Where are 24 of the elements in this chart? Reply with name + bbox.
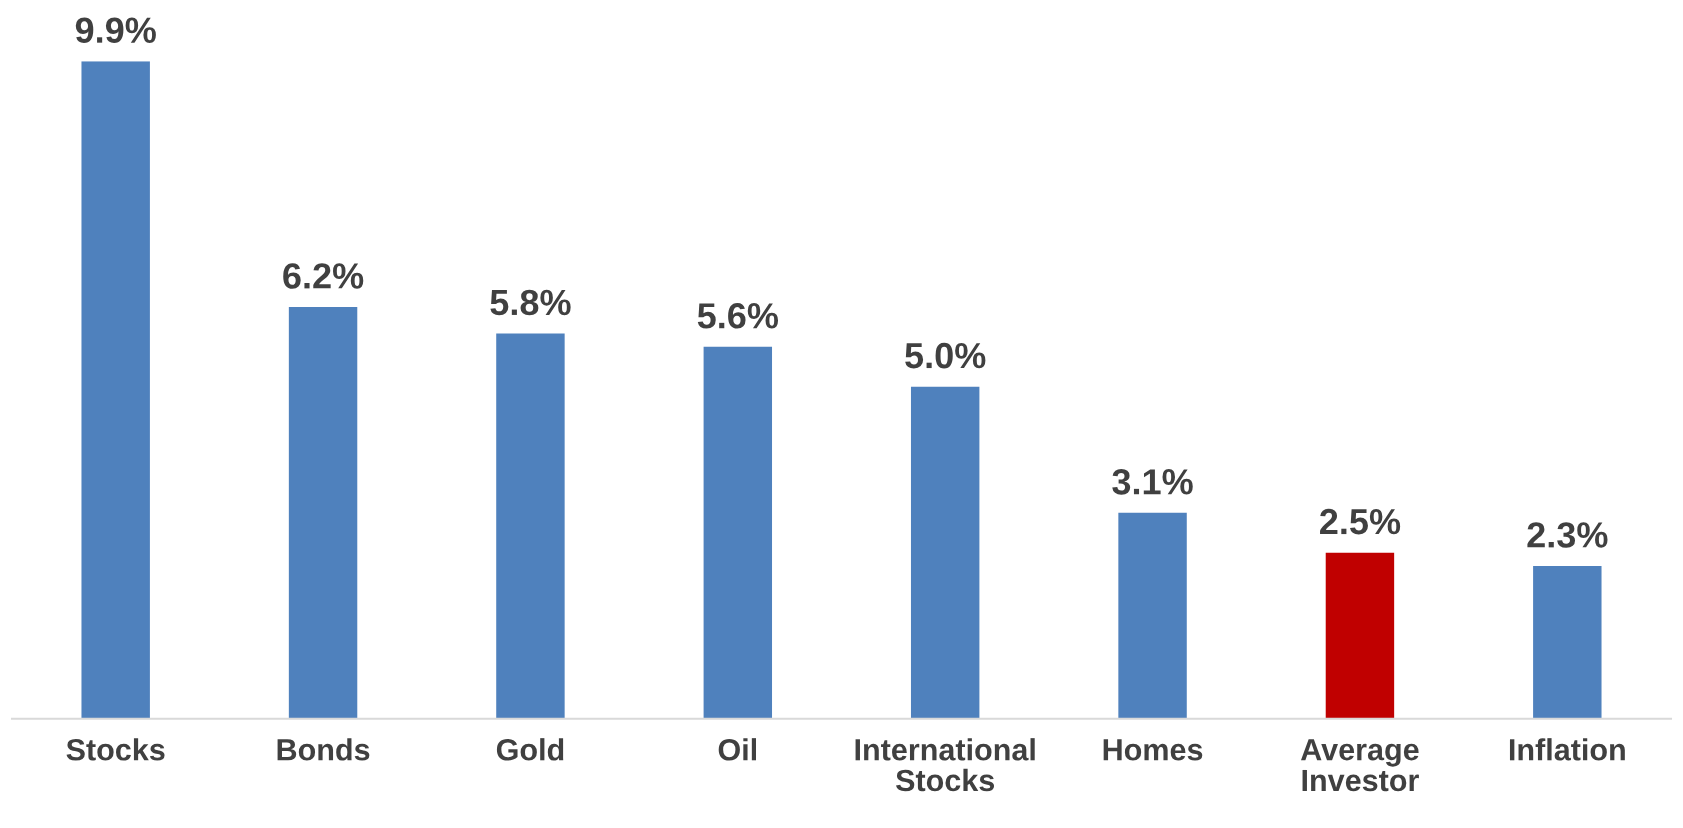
data-label: 3.1% <box>1112 469 1193 495</box>
data-label: 5.8% <box>490 289 571 316</box>
data-label: 2.5% <box>1320 508 1401 535</box>
bar <box>703 346 773 719</box>
x-tick-label: Stocks <box>66 738 165 761</box>
bar <box>1533 565 1602 719</box>
data-label: 5.6% <box>697 303 779 329</box>
data-label: 2.3% <box>1527 522 1608 548</box>
bar <box>1325 552 1395 719</box>
bar <box>81 61 150 719</box>
bar <box>910 386 980 719</box>
bar <box>496 333 565 719</box>
x-tick-label: Homes <box>1103 739 1203 761</box>
x-tick-label: Gold <box>496 738 564 761</box>
data-label: 5.0% <box>905 342 986 369</box>
data-label: 9.9% <box>75 17 156 44</box>
data-label: 6.2% <box>283 263 364 289</box>
x-tick-label: Inflation <box>1509 738 1625 761</box>
x-tick-label: Bonds <box>277 738 370 761</box>
x-tick-label: Oil <box>718 738 757 761</box>
bar <box>288 306 358 719</box>
x-tick-label: International Stocks <box>855 738 1035 792</box>
bar <box>1118 512 1187 719</box>
x-tick-label: Average Investor <box>1300 739 1419 792</box>
